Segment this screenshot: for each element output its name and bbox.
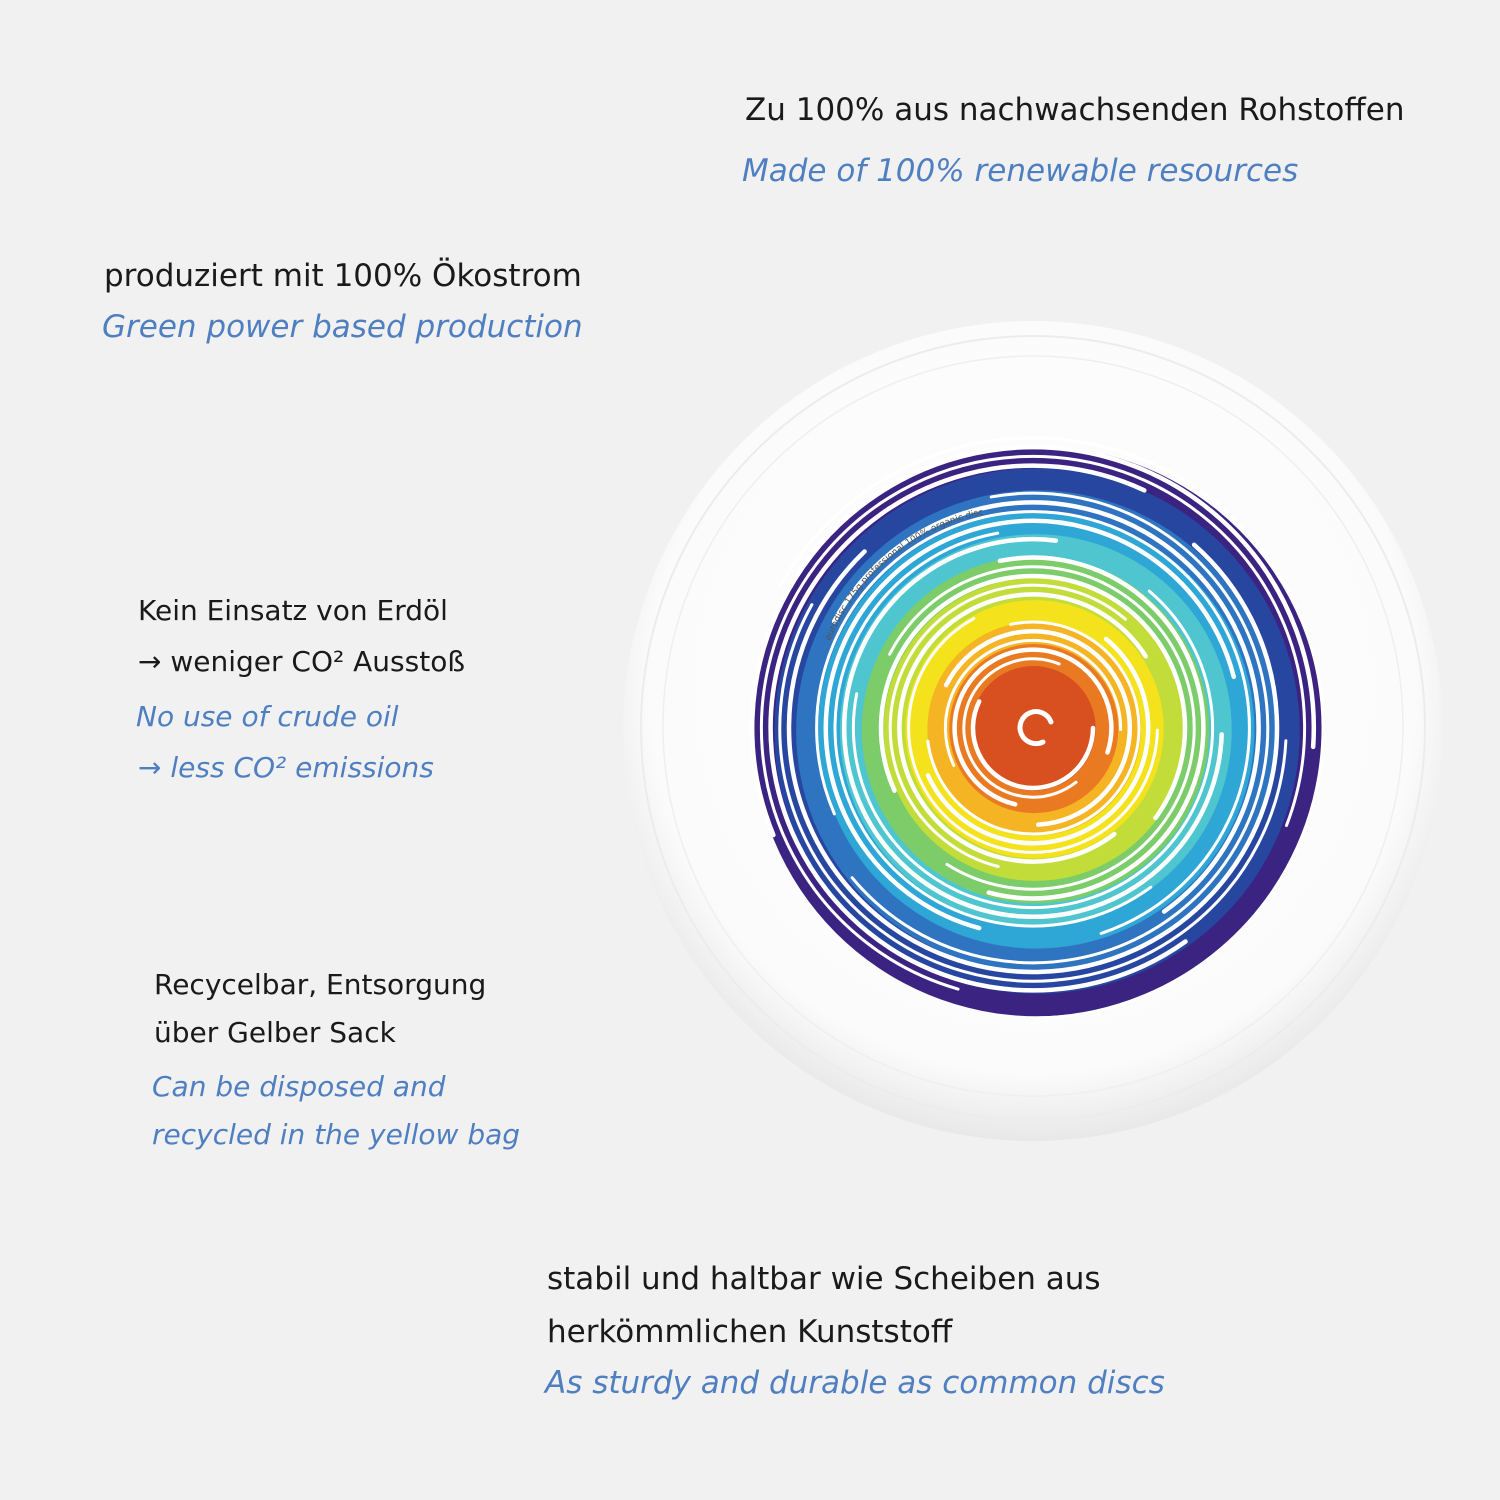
- swirl-gap: [759, 454, 1307, 991]
- swirl-gap: [878, 573, 1188, 821]
- swirl-core: [1017, 709, 1054, 747]
- swirl-gap: [749, 444, 1317, 838]
- swirl-gap: [831, 500, 1261, 914]
- swirl-gap: [943, 628, 1133, 827]
- feature-green-power-de: produziert mit 100% Ökostrom: [104, 258, 582, 294]
- feature-recycle-de-1: Recycelbar, Entsorgung: [154, 968, 487, 1001]
- feature-recycle-en-1: Can be disposed and: [152, 1070, 446, 1104]
- feature-renewable-de: Zu 100% aus nachwachsenden Rohstoffen: [745, 92, 1405, 128]
- swirl-gap: [907, 617, 1159, 854]
- feature-no-oil-de-2: → weniger CO² Ausstoß: [138, 644, 465, 678]
- swirl-gap: [778, 436, 1325, 1020]
- swirl-gap: [786, 542, 1280, 975]
- swirl-gap: [778, 603, 1288, 983]
- swirl-gap: [833, 531, 1153, 928]
- feature-recycle-en-2: recycled in the yellow bag: [152, 1117, 521, 1151]
- feature-recycle-de-2: über Gelber Sack: [154, 1015, 396, 1049]
- feature-no-oil-de-1: Kein Einsatz von Erdöl: [138, 594, 448, 627]
- swirl-gap: [823, 518, 1237, 931]
- feature-sturdy-en: As sturdy and durable as common discs: [545, 1365, 1165, 1402]
- feature-sturdy-de-2: herkömmlichen Kunststoff: [547, 1314, 953, 1351]
- swirl-graphic: [752, 446, 1323, 1017]
- swirl-gap: [897, 592, 1148, 864]
- feature-no-oil-en-1: No use of crude oil: [136, 700, 399, 734]
- feature-no-oil: Kein Einsatz von Erdöl → weniger CO² Aus…: [136, 594, 465, 784]
- feature-sturdy: stabil und haltbar wie Scheiben aus herk…: [545, 1261, 1165, 1403]
- swirl-gap: [970, 699, 1096, 791]
- swirl-ring: [971, 666, 1096, 791]
- swirl-gap: [850, 491, 1270, 965]
- feature-recycle: Recycelbar, Entsorgung über Gelber Sack …: [152, 968, 521, 1151]
- frisbee-disc: eurodisc 175g professional 100% organic …: [623, 321, 1443, 1141]
- swirl-gap: [925, 636, 1151, 846]
- feature-sturdy-de-1: stabil und haltbar wie Scheiben aus: [547, 1261, 1101, 1297]
- swirl-gap: [926, 620, 1141, 836]
- swirl-gaps: [749, 436, 1325, 1020]
- swirl-gap: [952, 647, 1114, 807]
- feature-no-oil-en-2: → less CO² emissions: [138, 750, 434, 784]
- feature-renewable-en: Made of 100% renewable resources: [742, 153, 1299, 190]
- swirl-gap: [888, 565, 1196, 891]
- swirl-gap: [815, 510, 1251, 935]
- swirl-gap: [841, 536, 1224, 920]
- swirl-gap: [888, 583, 1127, 868]
- feature-green-power: produziert mit 100% Ökostrom Green power…: [102, 258, 583, 346]
- swirl-gap: [943, 638, 1123, 767]
- swirl-gap: [851, 589, 1215, 910]
- feature-renewable: Zu 100% aus nachwachsenden Rohstoffen Ma…: [742, 92, 1405, 190]
- swirl-gap: [768, 463, 1188, 993]
- swirl-gap: [962, 657, 1078, 799]
- swirl-gap: [986, 555, 1206, 901]
- feature-green-power-en: Green power based production: [102, 309, 583, 346]
